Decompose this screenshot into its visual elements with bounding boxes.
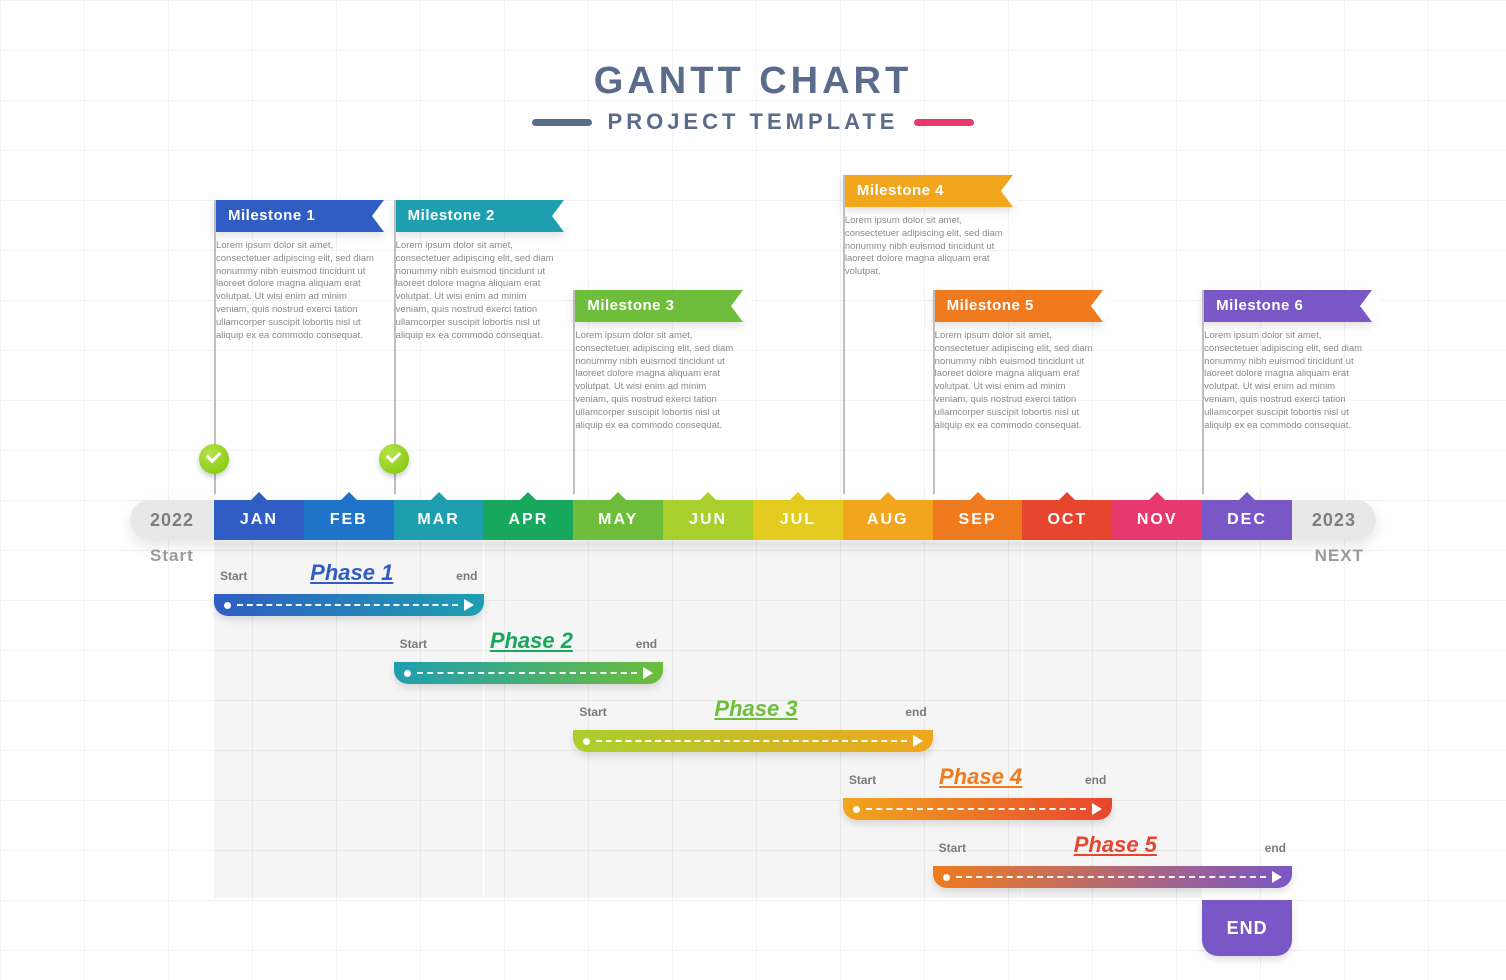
milestone-stem <box>843 175 845 494</box>
milestone-stem <box>573 290 575 494</box>
phase-end-label: end <box>1085 773 1106 787</box>
milestone: Milestone 3Lorem ipsum dolor sit amet, c… <box>573 290 743 433</box>
month-cell: APR <box>483 500 573 540</box>
phase-end-label: end <box>1265 841 1286 855</box>
milestone-stem <box>1202 290 1204 494</box>
phase-start-label: Start <box>939 841 966 855</box>
milestone-desc: Lorem ipsum dolor sit amet, consectetuer… <box>394 232 564 343</box>
phase-start-label: Start <box>220 569 247 583</box>
chart-subtitle: PROJECT TEMPLATE <box>608 109 899 135</box>
milestone: Milestone 5Lorem ipsum dolor sit amet, c… <box>933 290 1103 433</box>
phase-name: Phase 4 <box>939 764 1022 790</box>
month-cell: JUL <box>753 500 843 540</box>
phase-end-label: end <box>456 569 477 583</box>
phase: Start Phase 5 end <box>933 832 1292 888</box>
axis-start-year: 2022 <box>130 500 214 540</box>
phase-name: Phase 3 <box>714 696 797 722</box>
milestone: Milestone 1Lorem ipsum dolor sit amet, c… <box>214 200 384 343</box>
month-cell: DEC <box>1202 500 1292 540</box>
milestone-desc: Lorem ipsum dolor sit amet, consectetuer… <box>573 322 743 433</box>
month-cell: JUN <box>663 500 753 540</box>
end-tab: END <box>1202 900 1292 956</box>
phase: Start Phase 3 end <box>573 696 932 752</box>
milestone-flag: Milestone 3 <box>573 290 743 322</box>
milestone-desc: Lorem ipsum dolor sit amet, consectetuer… <box>843 207 1013 279</box>
milestone-desc: Lorem ipsum dolor sit amet, consectetuer… <box>214 232 384 343</box>
phase-bar <box>214 594 484 616</box>
phase-start-label: Start <box>400 637 427 651</box>
milestone: Milestone 2Lorem ipsum dolor sit amet, c… <box>394 200 564 343</box>
phase-name: Phase 2 <box>490 628 573 654</box>
milestone-desc: Lorem ipsum dolor sit amet, consectetuer… <box>1202 322 1372 433</box>
phase: Start Phase 4 end <box>843 764 1113 820</box>
phase-bar <box>573 730 932 752</box>
milestone-stem <box>933 290 935 494</box>
phase: Start Phase 1 end <box>214 560 484 616</box>
month-cell: OCT <box>1022 500 1112 540</box>
axis-end-sub: NEXT <box>1315 546 1364 566</box>
phase-end-label: end <box>636 637 657 651</box>
phase-bar <box>843 798 1113 820</box>
month-cell: SEP <box>933 500 1023 540</box>
axis-start-sub: Start <box>150 546 194 566</box>
month-cell: MAR <box>394 500 484 540</box>
check-icon <box>379 444 409 474</box>
column-shade <box>484 542 574 898</box>
check-icon <box>199 444 229 474</box>
chart-heading: GANTT CHART PROJECT TEMPLATE <box>0 60 1506 135</box>
phase-bar <box>933 866 1292 888</box>
milestone-flag: Milestone 2 <box>394 200 564 232</box>
phase: Start Phase 2 end <box>394 628 664 684</box>
month-cell: JAN <box>214 500 304 540</box>
milestone: Milestone 4Lorem ipsum dolor sit amet, c… <box>843 175 1013 279</box>
phase-start-label: Start <box>849 773 876 787</box>
milestone-flag: Milestone 1 <box>214 200 384 232</box>
phase-name: Phase 5 <box>1074 832 1157 858</box>
axis-end-year: 2023 <box>1292 500 1376 540</box>
month-cell: MAY <box>573 500 663 540</box>
milestone: Milestone 6Lorem ipsum dolor sit amet, c… <box>1202 290 1372 433</box>
month-cell: NOV <box>1112 500 1202 540</box>
milestone-flag: Milestone 6 <box>1202 290 1372 322</box>
phase-start-label: Start <box>579 705 606 719</box>
chart-title: GANTT CHART <box>0 60 1506 103</box>
milestone-flag: Milestone 4 <box>843 175 1013 207</box>
accent-bar-left <box>532 119 592 126</box>
phase-name: Phase 1 <box>310 560 393 586</box>
phase-bar <box>394 662 664 684</box>
month-cell: AUG <box>843 500 933 540</box>
milestone-desc: Lorem ipsum dolor sit amet, consectetuer… <box>933 322 1103 433</box>
month-cell: FEB <box>304 500 394 540</box>
month-axis: 2022 JANFEBMARAPRMAYJUNJULAUGSEPOCTNOVDE… <box>130 500 1376 540</box>
accent-bar-right <box>914 119 974 126</box>
phase-end-label: end <box>905 705 926 719</box>
milestone-flag: Milestone 5 <box>933 290 1103 322</box>
